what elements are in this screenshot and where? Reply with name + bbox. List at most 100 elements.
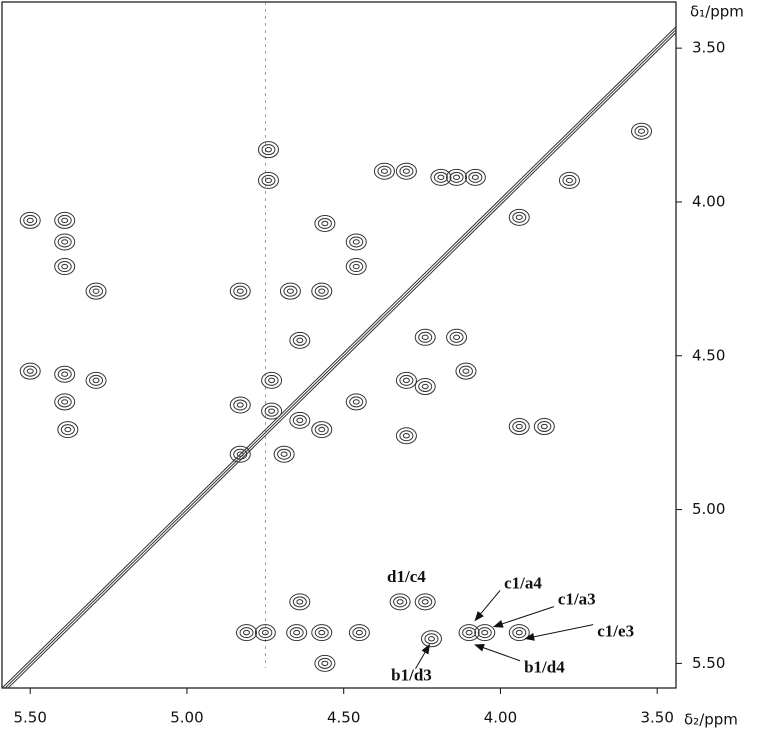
cross-peak [464,168,486,186]
x-tick-label: 5.50 [14,709,47,727]
contour-ring [261,174,276,186]
contour-ring [277,448,292,460]
contour-ring [292,334,307,346]
contour-ring [399,430,414,442]
contour-ring [420,630,442,648]
contour-ring [373,162,395,180]
contour-ring [512,627,527,639]
annotation: c1/a4 [504,573,542,592]
contour-ring [314,214,336,232]
cross-peak [373,162,395,180]
contour-ring [314,627,329,639]
contour-ring [85,282,107,300]
contour-ring [236,624,258,642]
y-axis-label: δ₁/ppm [690,3,744,21]
contour-ring [314,654,336,672]
contour-ring [261,629,269,636]
cross-peak [19,211,41,229]
contour-ring [355,629,363,636]
cross-peak [229,282,251,300]
contour-ring [421,599,429,605]
contour-ring [558,171,580,189]
contour-ring [352,263,360,270]
cross-peak [446,328,468,346]
contour-ring [317,217,332,229]
contour-ring [229,396,251,414]
contour-ring [345,233,367,251]
contour-ring [261,371,283,389]
contour-ring [296,337,304,344]
annotation-arrow [474,590,501,622]
contour-ring [352,627,367,639]
contour-ring [418,331,433,343]
contour-ring [455,362,477,380]
cross-peak [533,418,555,436]
contour-ring [515,214,523,221]
contour-ring [481,629,489,636]
contour-ring [268,377,276,384]
contour-ring [433,171,448,183]
contour-ring [61,239,69,245]
contour-ring [468,171,483,183]
contour-ring [85,371,107,389]
cross-peak [254,624,276,642]
annotation: b1/d3 [391,666,432,685]
contour-ring [393,596,408,608]
cross-peak [395,371,417,389]
contour-ring [279,282,301,300]
contour-ring [399,374,414,386]
cross-peak [261,402,283,420]
contour-ring [57,261,72,273]
contour-ring [345,258,367,276]
contour-ring [26,368,34,374]
contour-ring [471,174,479,181]
contour-ring [289,331,311,349]
contour-ring [462,368,470,374]
contour-ring [427,636,435,642]
cross-peak [389,593,411,611]
contour-ring [449,331,464,343]
y-tick-label: 4.50 [692,346,725,364]
x-tick-label: 4.00 [484,709,517,727]
contour-ring [261,402,283,420]
x-tick-label: 4.50 [327,709,360,727]
contour-ring [61,263,69,270]
annotation: b1/d4 [524,658,565,677]
contour-ring [317,657,332,669]
contour-ring [61,399,69,405]
contour-ring [638,128,646,134]
contour-ring [349,261,364,273]
contour-ring [449,171,464,183]
contour-ring [399,165,414,177]
contour-ring [296,599,304,605]
cross-peak [85,282,107,300]
contour-ring [352,399,360,405]
contour-ring [19,362,41,380]
contour-ring [292,414,307,426]
contour-ring [395,371,417,389]
contour-ring [229,282,251,300]
contour-ring [352,239,360,245]
contour-ring [508,624,530,642]
contour-ring [318,426,326,433]
contour-ring [89,285,104,297]
contour-ring [289,593,311,611]
contour-ring [512,421,527,433]
annotation: c1/a3 [558,590,596,609]
contour-ring [512,211,527,223]
contour-ring [233,399,248,411]
cross-peak [314,654,336,672]
contour-ring [292,596,307,608]
contour-ring [57,236,72,248]
cross-peak [414,593,436,611]
contour-ring [257,171,279,189]
contour-ring [349,396,364,408]
contour-ring [389,593,411,611]
cross-peak [286,624,308,642]
contour-ring [54,365,76,383]
cross-peak [311,282,333,300]
cross-peak [279,282,301,300]
cross-peak [289,593,311,611]
contour-ring [54,211,76,229]
